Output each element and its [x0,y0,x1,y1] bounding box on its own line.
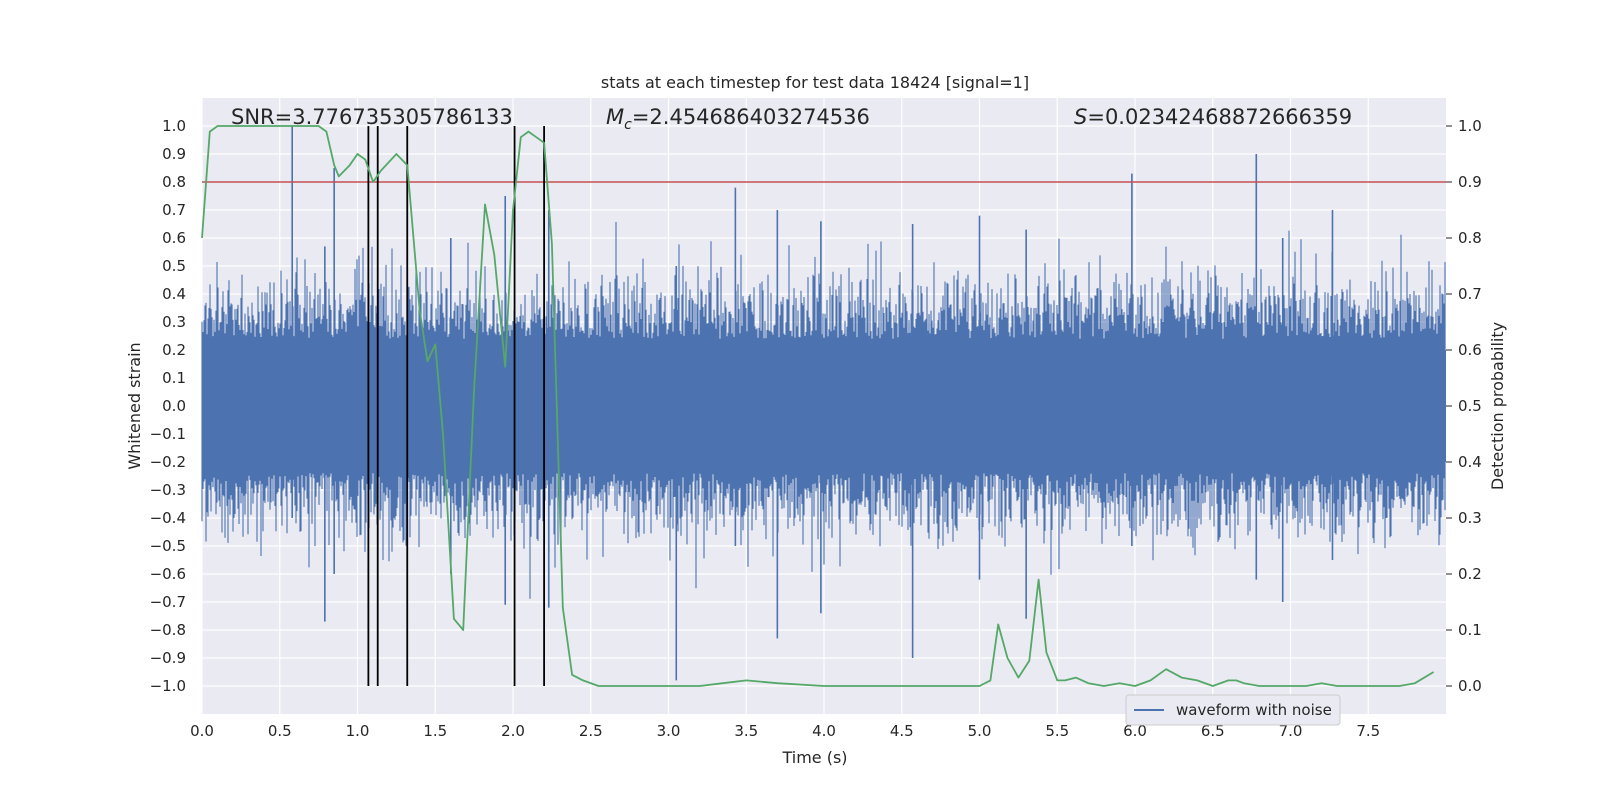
y-right-tick-label: 0.5 [1458,397,1482,415]
y-tick-label: 0.7 [162,201,186,219]
y-tick-label: 1.0 [162,117,186,135]
x-tick-label: 0.0 [190,722,214,740]
legend-label-waveform: waveform with noise [1176,701,1332,719]
waveform-upper-noise [201,222,1446,406]
x-tick-label: 3.5 [734,722,758,740]
s-value: =0.02342468872666359 [1087,105,1352,129]
y-right-tick-label: 0.1 [1458,621,1482,639]
y-right-tick-label: 0.6 [1458,341,1482,359]
y-tick-label: −0.4 [150,509,186,527]
x-tick-label: 5.0 [968,722,992,740]
chart-title: stats at each timestep for test data 184… [601,73,1029,92]
y-right-tick-label: 1.0 [1458,117,1482,135]
x-tick-label: 4.5 [890,722,914,740]
y-tick-label: 0.6 [162,229,186,247]
y-right-tick-label: 0.3 [1458,509,1482,527]
y-tick-label: 0.3 [162,313,186,331]
snr-annotation: SNR=3.776735305786133 [231,105,513,129]
x-tick-label: 2.5 [579,722,603,740]
y-tick-label: 0.9 [162,145,186,163]
x-tick-label: 4.0 [812,722,836,740]
chirp-mass-value: =2.454686403274536 [632,105,870,129]
probability-line [201,125,1435,687]
legend-box [1125,694,1341,726]
s-symbol: S [1074,105,1087,129]
x-tick-label: 5.5 [1045,722,1069,740]
y-tick-label: 0.4 [162,285,186,303]
y-tick-label: −0.2 [150,453,186,471]
waveform-lower-noise [201,406,1446,599]
y-tick-label: −0.3 [150,481,186,499]
x-axis-label: Time (s) [781,748,847,767]
y-tick-label: −1.0 [150,677,186,695]
y-tick-label: −0.7 [150,593,186,611]
x-tick-label: 3.0 [657,722,681,740]
y-tick-label: 0.0 [162,397,186,415]
chirp-mass-subscript: c [624,117,632,133]
x-tick-label: 6.0 [1123,722,1147,740]
x-tick-label: 1.5 [423,722,447,740]
chirp-mass-symbol: M [606,105,624,129]
x-tick-label: 7.0 [1279,722,1303,740]
y-tick-label: 0.5 [162,257,186,275]
y-axis-label: Whitened strain [125,342,144,469]
x-tick-label: 7.5 [1356,722,1380,740]
probability-series [201,125,1435,687]
y-right-tick-label: 0.8 [1458,229,1482,247]
x-tick-label: 6.5 [1201,722,1225,740]
y-right-axis-label: Detection probability [1488,322,1507,490]
y-tick-label: 0.2 [162,341,186,359]
x-tick-label: 1.0 [346,722,370,740]
y-tick-label: −0.5 [150,537,186,555]
s-annotation: S=0.02342468872666359 [1074,105,1352,129]
y-right-tick-label: 0.9 [1458,173,1482,191]
y-right-tick-label: 0.4 [1458,453,1482,471]
y-right-tick-label: 0.7 [1458,285,1482,303]
y-tick-label: −0.9 [150,649,186,667]
y-tick-label: −0.1 [150,425,186,443]
x-axis-ticks: 0.0 0.5 1.0 1.5 2.0 2.5 3.0 3.5 4.0 4.5 5.0 5.5 6.0 6… [190,722,1380,740]
chirp-mass-annotation: Mc=2.454686403274536 [606,105,870,133]
y-right-axis-ticks: 1.0 0.9 0.8 0.7 0.6 0.5 0.4 0.3 0.2 0.1 0.0 [1446,117,1482,695]
y-right-tick-label: 0.0 [1458,677,1482,695]
y-tick-label: 0.8 [162,173,186,191]
event-lines [367,126,545,686]
y-right-tick-label: 0.2 [1458,565,1482,583]
x-tick-label: 0.5 [268,722,292,740]
y-tick-label: −0.8 [150,621,186,639]
y-tick-label: 0.1 [162,369,186,387]
waveform-series [201,126,1446,681]
legend: waveform with noise [1125,694,1341,726]
x-tick-label: 2.0 [501,722,525,740]
y-tick-label: −0.6 [150,565,186,583]
y-axis-ticks: 1.0 0.9 0.8 0.7 0.6 0.5 0.4 0.3 0.2 0.1 0.0 −0.1 −0.… [150,117,186,695]
